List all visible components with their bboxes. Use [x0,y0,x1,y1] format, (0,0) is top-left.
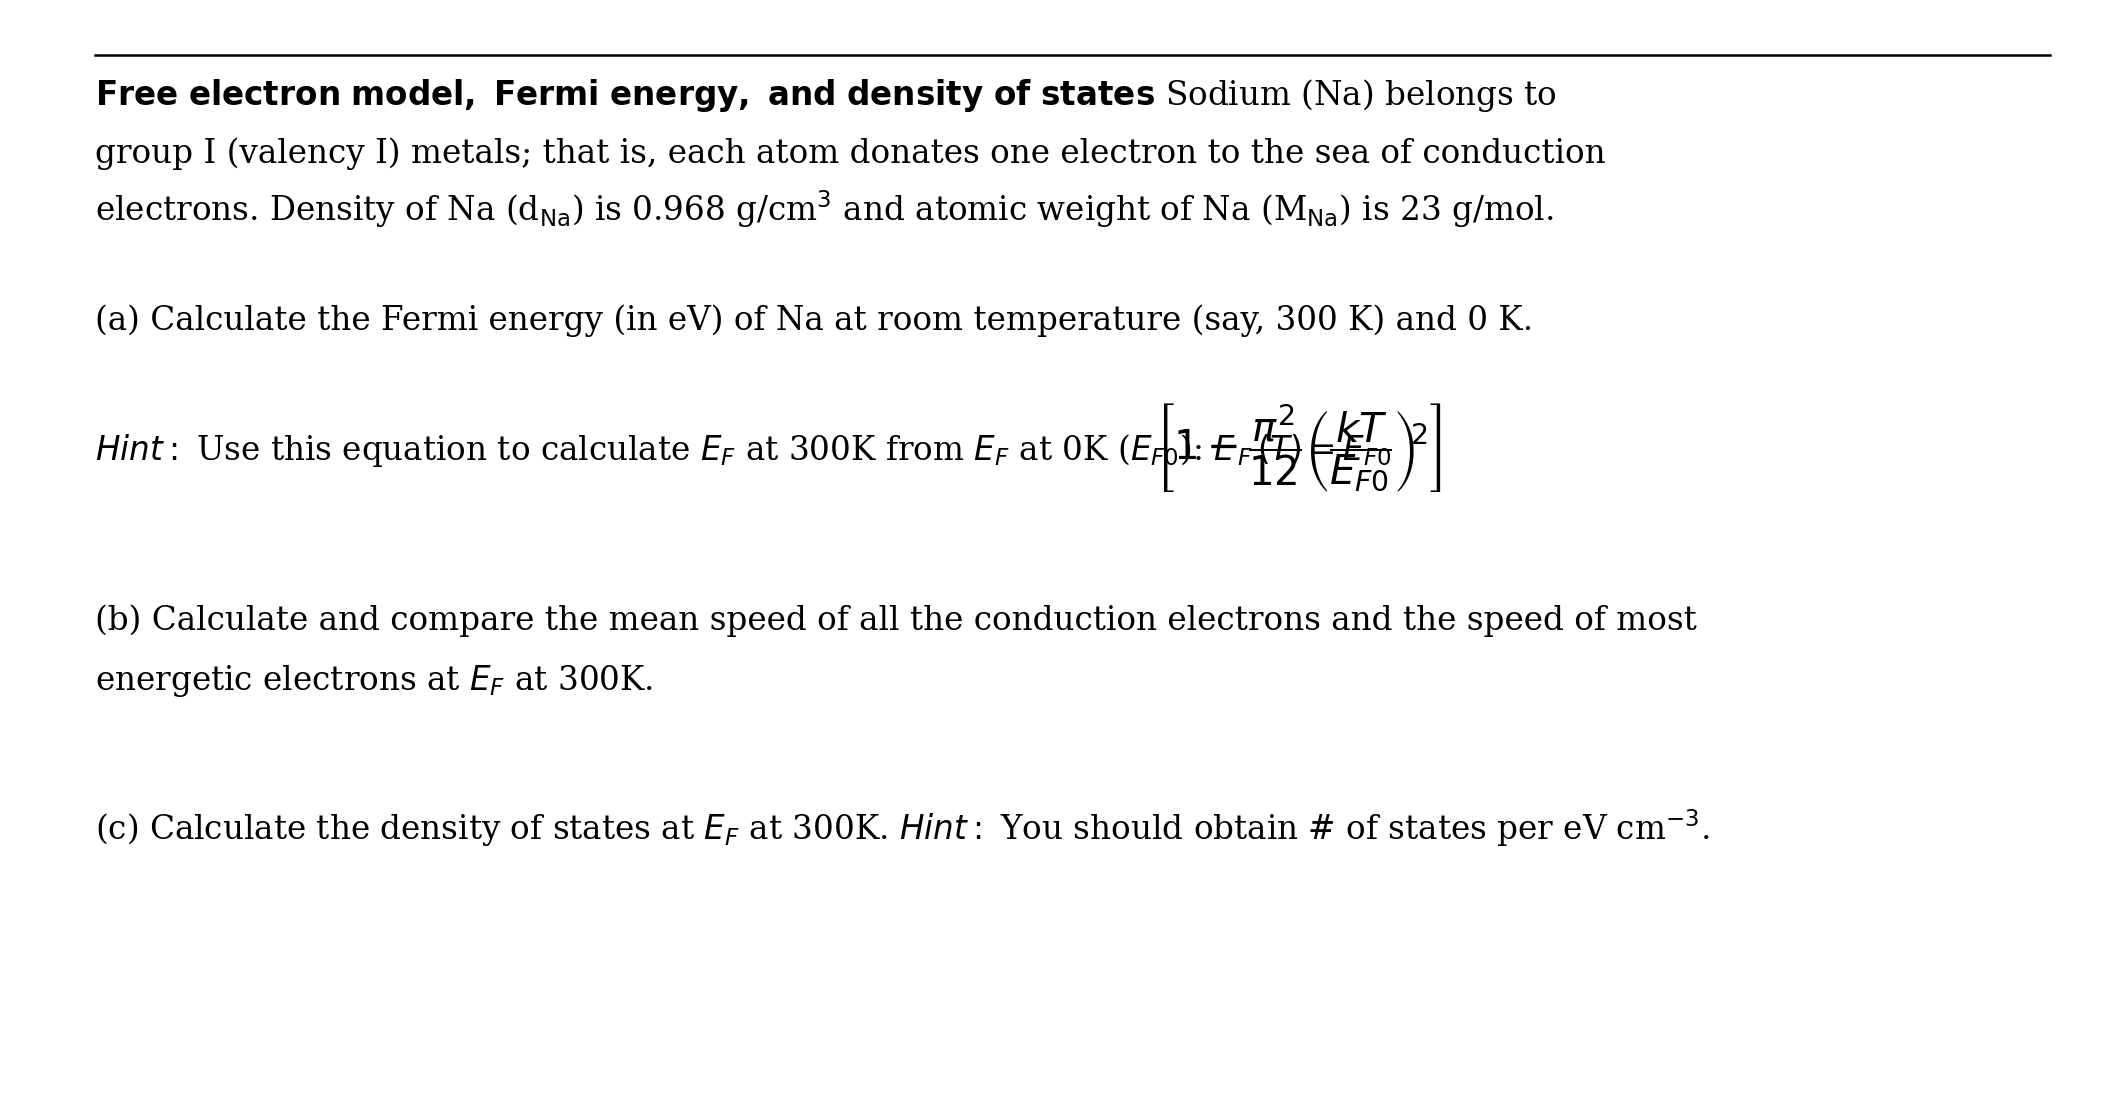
Text: electrons. Density of Na (d$_\mathrm{Na}$) is 0.968 g/cm$^3$ and atomic weight o: electrons. Density of Na (d$_\mathrm{Na}… [95,188,1555,230]
Text: group I (valency I) metals; that is, each atom donates one electron to the sea o: group I (valency I) metals; that is, eac… [95,137,1605,170]
Text: $\left[1 - \dfrac{\pi^2}{12}\left(\dfrac{kT}{E_{F0}}\right)^{\!\!2}\right]$: $\left[1 - \dfrac{\pi^2}{12}\left(\dfrac… [1154,401,1442,494]
Text: energetic electrons at $\mathit{E}_{\mathit{F}}$ at 300K.: energetic electrons at $\mathit{E}_{\mat… [95,662,652,699]
Text: $\mathit{Hint:}$ Use this equation to calculate $\mathit{E}_{\mathit{F}}$ at 300: $\mathit{Hint:}$ Use this equation to ca… [95,432,1392,469]
Text: $\mathbf{Free\ electron\ model,\ Fermi\ energy,\ and\ density\ of\ states}$$\ $S: $\mathbf{Free\ electron\ model,\ Fermi\ … [95,77,1557,114]
Text: (b) Calculate and compare the mean speed of all the conduction electrons and the: (b) Calculate and compare the mean speed… [95,604,1697,637]
Text: (a) Calculate the Fermi energy (in eV) of Na at room temperature (say, 300 K) an: (a) Calculate the Fermi energy (in eV) o… [95,304,1533,337]
Text: (c) Calculate the density of states at $\mathit{E}_{\mathit{F}}$ at 300K. $\math: (c) Calculate the density of states at $… [95,807,1709,849]
